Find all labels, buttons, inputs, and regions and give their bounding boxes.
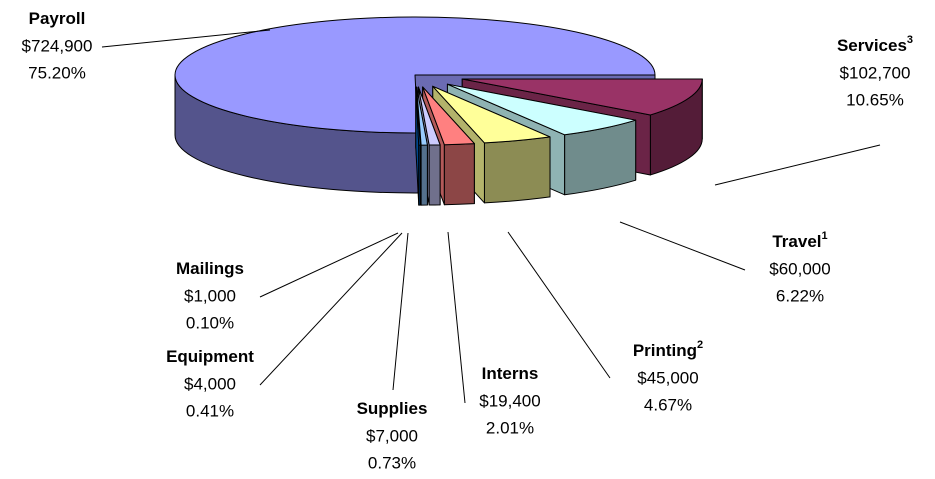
percent-label: 75.20% <box>28 63 86 82</box>
percent-label: 4.67% <box>644 395 692 414</box>
slice-wall <box>428 144 441 206</box>
category-label: Mailings <box>176 259 244 278</box>
footnote-mark: 3 <box>907 34 913 46</box>
category-name: Printing <box>633 341 697 360</box>
category-label: Travel1 <box>772 230 827 252</box>
category-label: Printing2 <box>633 339 703 361</box>
slice-top <box>417 86 441 146</box>
slice-top <box>422 86 475 146</box>
value-label: $60,000 <box>769 259 830 278</box>
slice-wall <box>483 136 551 204</box>
category-label: Payroll <box>29 9 86 28</box>
percent-label: 0.73% <box>368 453 416 472</box>
category-label: Equipment <box>166 347 254 366</box>
slice-wall <box>418 144 421 206</box>
category-name: Interns <box>482 364 539 383</box>
slice-top <box>446 83 637 136</box>
leader-line <box>619 221 746 271</box>
category-label: Services3 <box>837 34 913 56</box>
category-label: Interns <box>482 364 539 383</box>
leader-line <box>101 29 271 48</box>
category-name: Services <box>837 36 907 55</box>
slice-wall <box>420 144 428 206</box>
pie-slice <box>415 86 421 206</box>
value-label: $4,000 <box>184 374 236 393</box>
percent-label: 2.01% <box>486 418 534 437</box>
slice-top <box>416 86 428 146</box>
leader-line <box>447 231 466 404</box>
leader-line <box>507 231 611 379</box>
value-label: $102,700 <box>840 63 911 82</box>
value-label: $19,400 <box>479 391 540 410</box>
percent-label: 0.41% <box>186 401 234 420</box>
footnote-mark: 1 <box>822 230 828 242</box>
category-name: Mailings <box>176 259 244 278</box>
percent-label: 0.10% <box>186 313 234 332</box>
leader-line <box>392 232 409 391</box>
slice-top <box>461 78 703 116</box>
percent-label: 10.65% <box>846 90 904 109</box>
leader-line <box>714 144 881 186</box>
category-name: Equipment <box>166 347 254 366</box>
leader-line <box>259 232 399 298</box>
slice-top <box>415 86 421 146</box>
slice-top <box>174 16 656 134</box>
value-label: $45,000 <box>637 368 698 387</box>
value-label: $7,000 <box>366 426 418 445</box>
category-label: Supplies <box>357 399 428 418</box>
leader-line <box>259 232 403 386</box>
footnote-mark: 2 <box>697 339 703 351</box>
value-label: $1,000 <box>184 286 236 305</box>
category-name: Supplies <box>357 399 428 418</box>
slice-wall <box>443 143 475 206</box>
slice-top <box>432 85 551 144</box>
percent-label: 6.22% <box>776 286 824 305</box>
value-label: $724,900 <box>22 36 93 55</box>
category-name: Payroll <box>29 9 86 28</box>
category-name: Travel <box>772 232 821 251</box>
